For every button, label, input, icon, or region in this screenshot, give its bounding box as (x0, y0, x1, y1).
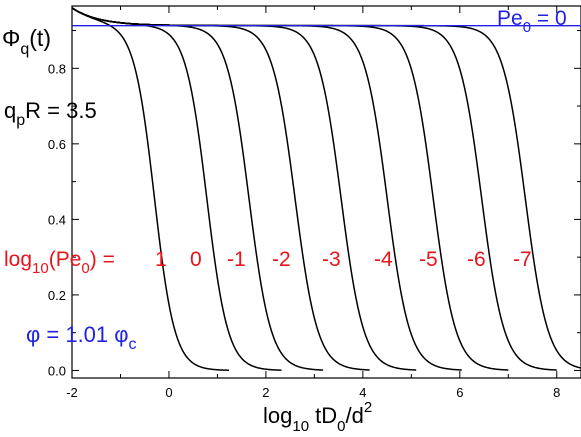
pe-value-label: -7 (513, 248, 532, 271)
pe-zero-label: Pe0 = 0 (497, 7, 567, 36)
pe-value-label: -1 (227, 248, 246, 271)
curve-pe--7 (71, 7, 581, 369)
curve-pe--2 (71, 7, 370, 371)
curve-pe--1 (71, 7, 324, 371)
pe-row-prefix: log10(Pe0) = (4, 248, 115, 277)
curve-pe--5 (71, 7, 509, 371)
y-tick-label: 0.0 (48, 363, 66, 378)
pe-value-label: -6 (467, 248, 486, 271)
phi-annotation: φ = 1.01 φc (26, 322, 137, 353)
plot-frame (71, 5, 581, 379)
qpR-annotation: qpR = 3.5 (4, 98, 97, 129)
x-tick-label: -2 (66, 385, 78, 400)
y-tick-label: 0.8 (48, 61, 66, 76)
curve-pe--3 (71, 7, 417, 371)
y-tick-label: 0.2 (48, 288, 66, 303)
x-tick-label: 4 (359, 385, 366, 400)
y-tick-label: 0.4 (48, 212, 66, 227)
pe-annotation-row: log10(Pe0) = 1 0 -1 -2 -3 -4 -5 -6 -7 (4, 248, 532, 277)
pe-value-label: -2 (272, 248, 291, 271)
axis-ticks (71, 6, 581, 378)
pe-value-label: -4 (374, 248, 393, 271)
y-axis-label: Φq(t) (2, 25, 51, 58)
x-tick-label: 8 (553, 385, 560, 400)
curve-pe-1 (71, 7, 230, 371)
pe-value-label: -5 (419, 248, 438, 271)
x-tick-label: 0 (165, 385, 172, 400)
x-tick-label: 6 (456, 385, 463, 400)
curves (71, 7, 581, 371)
pe-value-label: 1 (155, 248, 167, 271)
pe-value-label: 0 (190, 248, 202, 271)
curve-pe-0 (71, 7, 282, 371)
x-tick-label: 2 (262, 385, 269, 400)
tick-labels: -2 0 2 4 6 8 0.0 0.2 0.4 0.6 0.8 (48, 61, 560, 400)
x-axis-label: log10 tD0/d2 (263, 399, 372, 435)
y-tick-label: 0.6 (48, 137, 66, 152)
pe-value-label: -3 (322, 248, 341, 271)
